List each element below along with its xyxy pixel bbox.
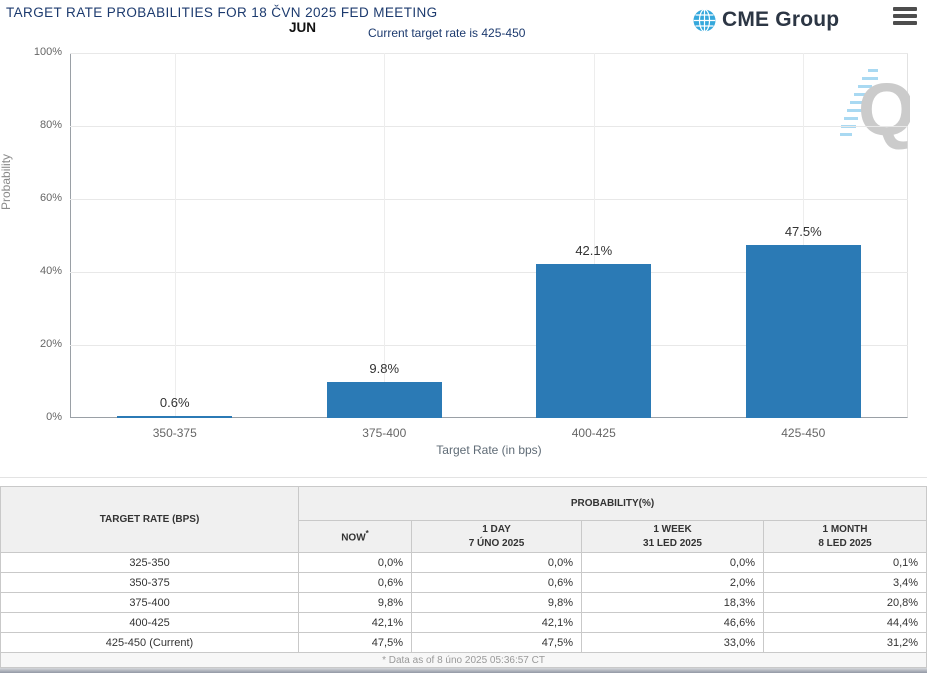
v-gridline bbox=[384, 53, 386, 418]
table-row: 325-350 0,0% 0,0% 0,0% 0,1% bbox=[0, 552, 927, 573]
probability-group-header: PROBABILITY(%) bbox=[297, 486, 927, 521]
current-target-rate-note: Current target rate is 425-450 bbox=[368, 26, 526, 40]
table-cell-day: 0,6% bbox=[411, 572, 582, 593]
table-subheader-row: NOW* 1 DAY 7 ÚNO 2025 1 WEEK 31 LED 2025 1 MO… bbox=[1, 520, 927, 553]
x-tick-label: 375-400 bbox=[362, 426, 407, 440]
bar-value-label: 9.8% bbox=[369, 361, 400, 377]
table-col-header: 1 WEEK 31 LED 2025 bbox=[581, 520, 764, 553]
h-gridline bbox=[70, 345, 908, 346]
table-cell-now: 0,0% bbox=[298, 552, 412, 573]
table-row: 425-450 (Current) 47,5% 47,5% 33,0% 31,2% bbox=[0, 632, 927, 653]
target-rate-column-header: TARGET RATE (BPS) bbox=[0, 486, 299, 553]
x-tick-label: 400-425 bbox=[571, 426, 616, 440]
table-cell-week: 18,3% bbox=[581, 592, 764, 613]
y-tick-label: 0% bbox=[46, 411, 62, 423]
y-tick-label: 100% bbox=[33, 46, 62, 58]
y-tick-label: 20% bbox=[39, 338, 62, 350]
hamburger-icon bbox=[893, 14, 917, 18]
table-row: 400-425 42,1% 42,1% 46,6% 44,4% bbox=[0, 612, 927, 633]
data-asof-footnote: * Data as of 8 úno 2025 05:36:57 CT bbox=[0, 652, 927, 668]
svg-text:Q: Q bbox=[858, 68, 910, 151]
page-title: TARGET RATE PROBABILITIES FOR 18 ČVN 202… bbox=[6, 5, 438, 20]
table-col-header: NOW* bbox=[298, 520, 412, 553]
x-axis-title: Target Rate (in bps) bbox=[436, 443, 542, 457]
table-cell-month: 31,2% bbox=[762, 632, 927, 653]
table-cell-now: 42,1% bbox=[298, 612, 412, 633]
table-body: 325-350 0,0% 0,0% 0,0% 0,1% 350-375 0,6% 0,6% 2,… bbox=[0, 552, 927, 653]
globe-icon bbox=[693, 8, 716, 32]
section-divider bbox=[0, 477, 927, 478]
probability-bar-chart: Probability Target Rate (in bps) Q 0% 20%… bbox=[0, 45, 927, 478]
table-cell-rate: 425-450 (Current) bbox=[0, 632, 299, 653]
bar-value-label: 47.5% bbox=[784, 223, 822, 239]
h-gridline bbox=[70, 126, 908, 127]
x-tick-label: 425-450 bbox=[781, 426, 826, 440]
h-gridline bbox=[70, 53, 908, 54]
table-cell-month: 3,4% bbox=[762, 572, 927, 593]
table-cell-day: 42,1% bbox=[411, 612, 582, 633]
table-row: 375-400 9,8% 9,8% 18,3% 20,8% bbox=[0, 592, 927, 613]
probability-bar bbox=[117, 415, 233, 418]
table-col-header: 1 DAY 7 ÚNO 2025 bbox=[411, 520, 582, 553]
table-cell-week: 0,0% bbox=[581, 552, 764, 573]
v-gridline bbox=[803, 53, 805, 418]
table-cell-month: 44,4% bbox=[762, 612, 927, 633]
bar-value-label: 42.1% bbox=[575, 243, 613, 259]
table-cell-now: 47,5% bbox=[298, 632, 412, 653]
table-cell-day: 9,8% bbox=[411, 592, 582, 613]
table-cell-rate: 375-400 bbox=[0, 592, 299, 613]
table-cell-rate: 350-375 bbox=[0, 572, 299, 593]
table-cell-month: 20,8% bbox=[762, 592, 927, 613]
y-tick-label: 40% bbox=[39, 265, 62, 277]
hamburger-icon bbox=[893, 7, 917, 11]
probability-bar bbox=[326, 382, 442, 418]
table-cell-day: 0,0% bbox=[411, 552, 582, 573]
table-row: 350-375 0,6% 0,6% 2,0% 3,4% bbox=[0, 572, 927, 593]
table-cell-rate: 325-350 bbox=[0, 552, 299, 573]
table-cell-week: 2,0% bbox=[581, 572, 764, 593]
probability-table: TARGET RATE (BPS) PROBABILITY(%) NOW* 1 D… bbox=[0, 486, 927, 668]
v-gridline bbox=[593, 53, 595, 418]
h-gridline bbox=[70, 199, 908, 200]
table-cell-rate: 400-425 bbox=[0, 612, 299, 633]
table-cell-now: 9,8% bbox=[298, 592, 412, 613]
table-cell-now: 0,6% bbox=[298, 572, 412, 593]
quikstrike-watermark: Q bbox=[840, 68, 910, 151]
table-cell-week: 46,6% bbox=[581, 612, 764, 633]
h-gridline bbox=[70, 272, 908, 273]
table-col-header: 1 MONTH 8 LED 2025 bbox=[762, 520, 927, 553]
table-cell-week: 33,0% bbox=[581, 632, 764, 653]
hamburger-menu-button[interactable] bbox=[893, 7, 917, 28]
cme-brand-text: CME Group bbox=[722, 8, 840, 31]
bar-value-label: 0.6% bbox=[159, 394, 190, 410]
probability-bar bbox=[745, 244, 861, 418]
table-cell-month: 0,1% bbox=[762, 552, 927, 573]
meeting-month-label: JUN bbox=[289, 20, 317, 35]
table-cell-day: 47,5% bbox=[411, 632, 582, 653]
plot-area bbox=[70, 53, 908, 418]
y-tick-label: 60% bbox=[39, 192, 62, 204]
x-tick-label: 350-375 bbox=[152, 426, 197, 440]
y-tick-label: 80% bbox=[39, 119, 62, 131]
hamburger-icon bbox=[893, 21, 917, 25]
cme-group-logo[interactable]: CME Group bbox=[693, 8, 839, 32]
probability-bar bbox=[536, 264, 652, 418]
v-gridline bbox=[174, 53, 176, 418]
bottom-border-bar bbox=[0, 668, 927, 673]
